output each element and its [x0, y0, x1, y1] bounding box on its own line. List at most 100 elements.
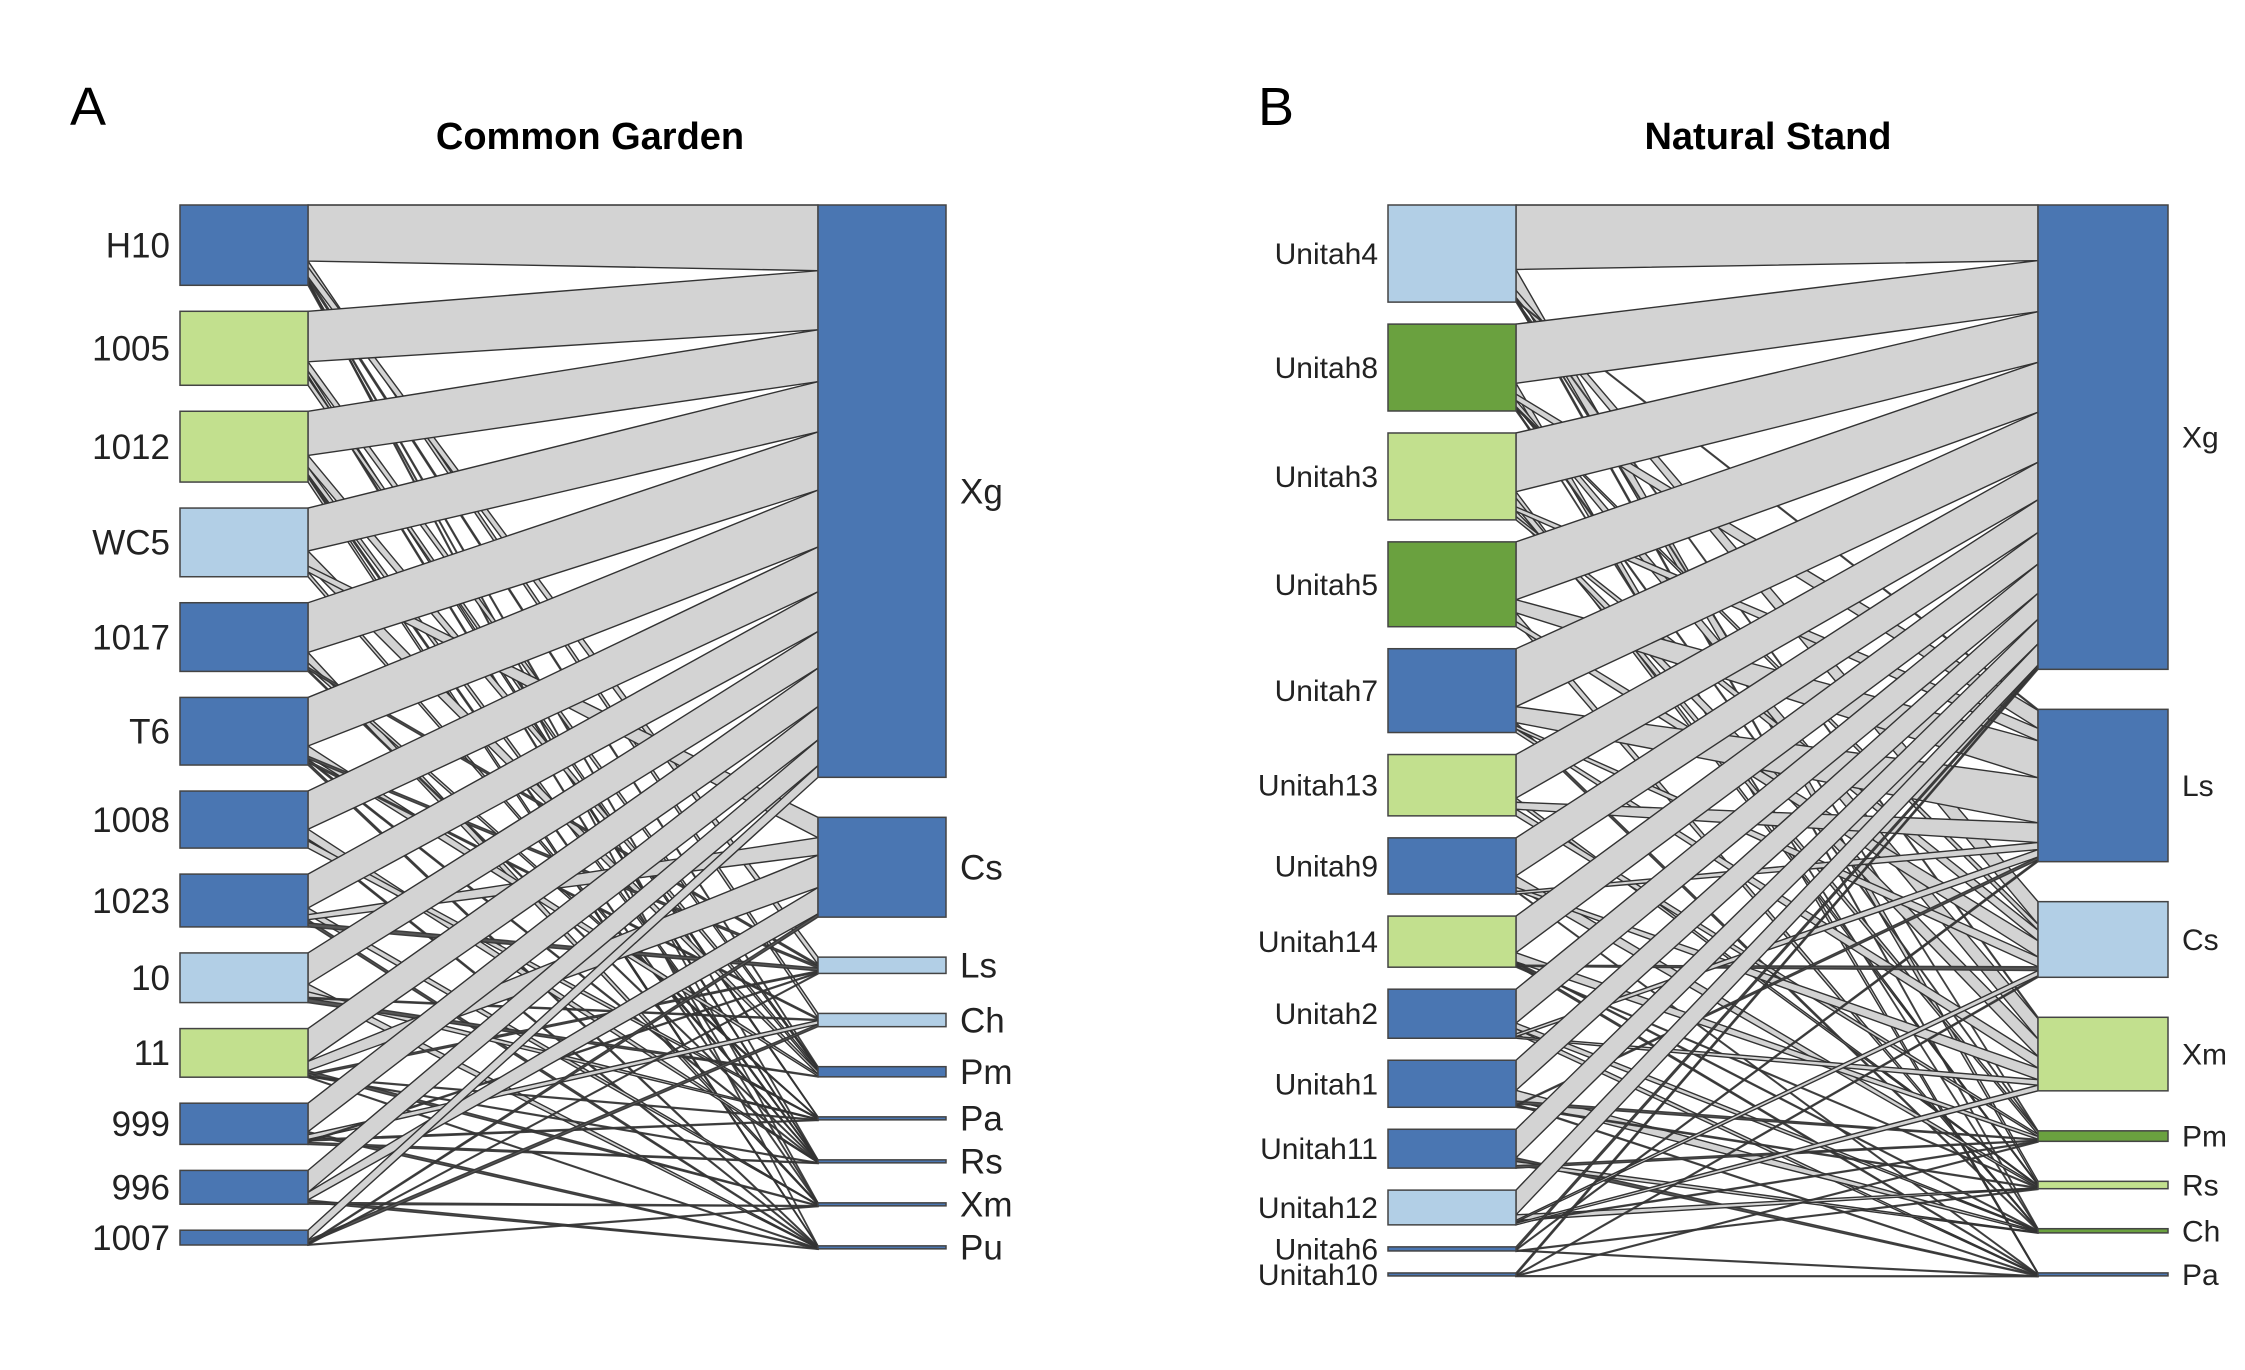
panel-a-left-label-1023: 1023	[92, 882, 170, 921]
panel-b-left-node-unitah2	[1387, 988, 1517, 1040]
panel-b-right-label-pm: Pm	[2182, 1121, 2227, 1154]
panel-a-right-node-rs	[817, 1159, 947, 1164]
panel-b-right-label-cs: Cs	[2182, 924, 2219, 957]
panel-a-left-node-1017	[179, 601, 309, 673]
panel-a-left-node-1007	[179, 1229, 309, 1246]
panel-a-right-node-cs	[817, 816, 947, 918]
panel-b-right-label-ls: Ls	[2182, 770, 2214, 803]
panel-a-left-label-1008: 1008	[92, 801, 170, 840]
panel-a-right-label-xg: Xg	[960, 472, 1003, 511]
panel-b-left-node-unitah14	[1387, 915, 1517, 968]
panel-a-right-label-pm: Pm	[960, 1053, 1013, 1092]
panel-a-bands	[307, 204, 819, 1251]
panel-b-left-label-unitah6: Unitah6	[1275, 1233, 1378, 1266]
panel-b-left-label-unitah13: Unitah13	[1258, 770, 1378, 803]
panel-b-right-node-pm	[2037, 1130, 2169, 1143]
panel-a-left-label-996: 996	[112, 1169, 170, 1208]
panel-b-labels: Unitah4 Unitah8 Unitah3 Unitah5 Unitah7 Unita…	[1258, 238, 2227, 1292]
panel-a-left-label-t6: T6	[129, 712, 170, 751]
panel-a-right-node-xg	[817, 204, 947, 779]
panel-a-right-node-ls	[817, 956, 947, 975]
panel-b-left-label-unitah1: Unitah1	[1275, 1068, 1378, 1101]
panel-b-right-label-xg: Xg	[2182, 422, 2219, 455]
panel-b-left-node-unitah13	[1387, 753, 1517, 817]
panel-b-left-label-unitah11: Unitah11	[1260, 1133, 1378, 1166]
panel-a-letter: A	[70, 77, 106, 137]
panel-b-right-node-ls	[2037, 708, 2169, 863]
panel-b-left-node-unitah10	[1387, 1272, 1517, 1277]
panel-a-right-node-pm	[817, 1065, 947, 1078]
panel-b-left-node-unitah8	[1387, 323, 1517, 412]
panel-a-left-label-1007: 1007	[92, 1219, 170, 1258]
panel-a-left-label-1005: 1005	[92, 330, 170, 369]
panel-a-title: Common Garden	[436, 116, 744, 158]
panel-b-title: Natural Stand	[1644, 116, 1891, 158]
panel-b-link-unitah4-xg	[1515, 204, 2039, 271]
panel-b-left-label-unitah4: Unitah4	[1275, 238, 1378, 271]
panel-a-left-node-h10	[179, 204, 309, 287]
panel-a-link-h10-xg	[307, 204, 819, 272]
panel-a-left-node-wc5	[179, 507, 309, 578]
panel-b-right-node-cs	[2037, 900, 2169, 979]
panel-b-left-label-unitah14: Unitah14	[1258, 926, 1378, 959]
panel-b-left-label-unitah8: Unitah8	[1275, 352, 1378, 385]
panel-b-left-node-unitah9	[1387, 837, 1517, 895]
panel-b-left-label-unitah2: Unitah2	[1275, 998, 1378, 1031]
panel-a-left-label-1017: 1017	[92, 618, 170, 657]
panel-b-right-node-ch	[2037, 1227, 2169, 1234]
panel-b-right-node-rs	[2037, 1180, 2169, 1190]
panel-a-right-node-ch	[817, 1012, 947, 1028]
panel-b-left-node-unitah3	[1387, 432, 1517, 521]
panel-a-right-label-ls: Ls	[960, 947, 997, 986]
panel-a-left-node-10	[179, 952, 309, 1004]
panel-b-right-label-ch: Ch	[2182, 1215, 2220, 1248]
panel-a-left-node-1008	[179, 790, 309, 849]
panel-b-right-label-rs: Rs	[2182, 1170, 2219, 1203]
panel-a-left-label-h10: H10	[106, 226, 170, 265]
panel-a-left-node-1005	[179, 310, 309, 387]
panel-b-letter: B	[1258, 77, 1294, 137]
panel-a-right-label-pu: Pu	[960, 1229, 1003, 1268]
panel-a-left-node-t6	[179, 696, 309, 766]
panel-a: A Common Garden H10 1005 1012 WC5 1017 T6 1008…	[70, 77, 1013, 1268]
panel-b-left-label-unitah7: Unitah7	[1275, 675, 1378, 708]
panel-a-link-1007-xm	[307, 1205, 819, 1247]
panel-a-left-label-11: 11	[134, 1034, 170, 1073]
panel-b-left-node-unitah12	[1387, 1189, 1517, 1226]
panel-b-left-label-unitah9: Unitah9	[1275, 850, 1378, 883]
panel-a-right-label-ch: Ch	[960, 1001, 1005, 1040]
panel-a-labels: H1010051012WC51017T610081023101199999610…	[92, 226, 1012, 1267]
panel-a-nodes	[179, 204, 947, 1250]
panel-b-left-node-unitah4	[1387, 204, 1517, 303]
panel-a-left-label-1012: 1012	[92, 428, 170, 467]
panel-a-right-node-pu	[817, 1245, 947, 1250]
panel-b-right-node-xm	[2037, 1016, 2169, 1092]
panel-b-left-label-unitah5: Unitah5	[1275, 569, 1378, 602]
panel-b-link-unitah6-pa	[1515, 1249, 2039, 1278]
panel-b-left-label-unitah10: Unitah10	[1258, 1259, 1378, 1292]
panel-a-right-label-xm: Xm	[960, 1186, 1013, 1225]
panel-b-left-node-unitah7	[1387, 647, 1517, 734]
panel-a-left-node-1023	[179, 873, 309, 928]
panel-a-left-label-10: 10	[131, 959, 170, 998]
panel-b-left-label-unitah12: Unitah12	[1258, 1192, 1378, 1225]
panel-a-left-node-996	[179, 1169, 309, 1205]
panel-a-left-label-999: 999	[112, 1105, 170, 1144]
panel-a-left-node-11	[179, 1027, 309, 1078]
panel-b-left-label-unitah3: Unitah3	[1275, 461, 1378, 494]
panel-b-right-node-pa	[2037, 1272, 2169, 1277]
panel-b-link-unitah10-pa	[1515, 1275, 2039, 1278]
panel-b: B Natural Stand Unitah4Unitah8Unitah3Uni…	[1258, 77, 2227, 1292]
panel-b-bands	[1515, 204, 2039, 1278]
panel-a-left-node-999	[179, 1102, 309, 1146]
panel-a-right-label-cs: Cs	[960, 848, 1003, 887]
panel-a-right-node-xm	[817, 1202, 947, 1207]
panel-a-right-node-pa	[817, 1116, 947, 1121]
panel-b-right-label-xm: Xm	[2182, 1039, 2227, 1072]
panel-b-nodes	[1387, 204, 2169, 1277]
panel-b-left-node-unitah11	[1387, 1128, 1517, 1169]
panel-b-left-node-unitah6	[1387, 1246, 1517, 1252]
panel-b-right-node-xg	[2037, 204, 2169, 671]
panel-b-left-node-unitah1	[1387, 1059, 1517, 1109]
